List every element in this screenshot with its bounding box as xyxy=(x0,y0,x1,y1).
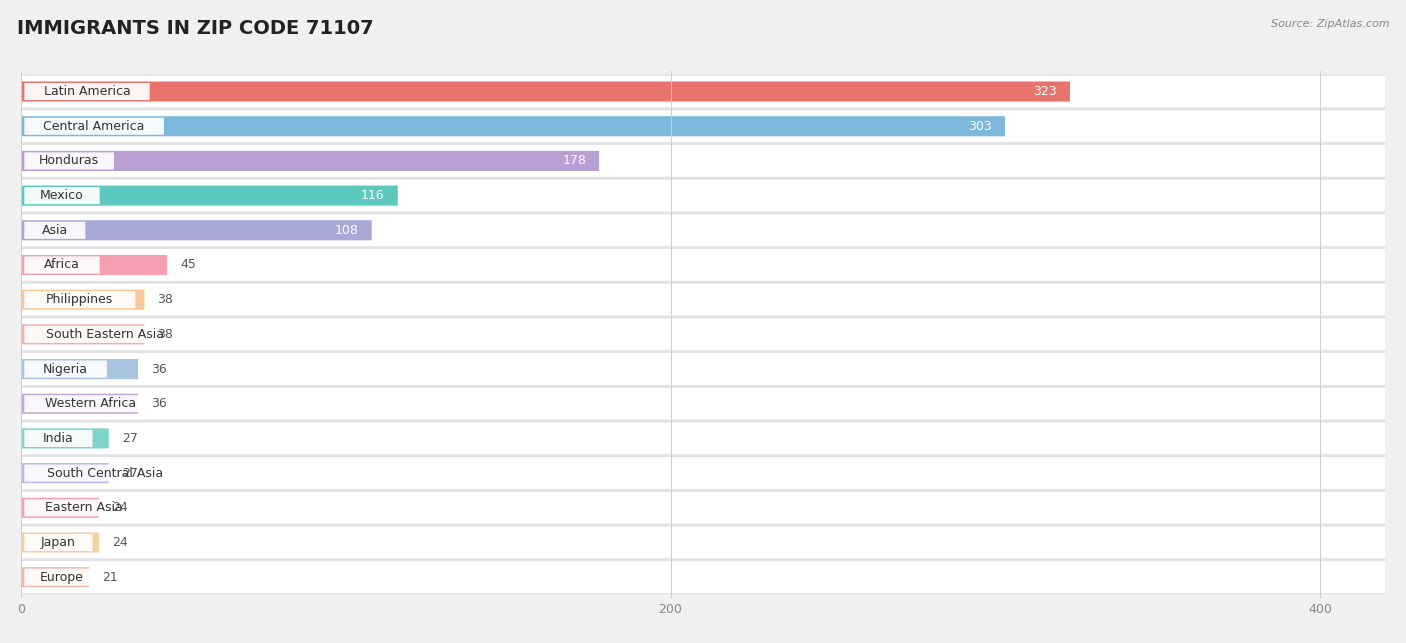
Text: 24: 24 xyxy=(112,502,128,514)
FancyBboxPatch shape xyxy=(21,289,145,310)
Text: 36: 36 xyxy=(150,397,167,410)
Text: 178: 178 xyxy=(562,154,586,167)
FancyBboxPatch shape xyxy=(21,532,98,552)
Text: 116: 116 xyxy=(361,189,385,202)
FancyBboxPatch shape xyxy=(24,464,186,482)
Text: Asia: Asia xyxy=(42,224,67,237)
FancyBboxPatch shape xyxy=(24,361,107,377)
FancyBboxPatch shape xyxy=(24,118,165,135)
Text: Source: ZipAtlas.com: Source: ZipAtlas.com xyxy=(1271,19,1389,30)
FancyBboxPatch shape xyxy=(21,221,371,240)
FancyBboxPatch shape xyxy=(14,491,1392,525)
Text: India: India xyxy=(44,432,73,445)
FancyBboxPatch shape xyxy=(14,422,1392,455)
FancyBboxPatch shape xyxy=(14,283,1392,316)
Text: Mexico: Mexico xyxy=(41,189,84,202)
FancyBboxPatch shape xyxy=(14,144,1392,177)
FancyBboxPatch shape xyxy=(24,291,135,308)
Text: Honduras: Honduras xyxy=(39,154,100,167)
Text: Western Africa: Western Africa xyxy=(45,397,136,410)
Text: Europe: Europe xyxy=(39,571,84,584)
Text: 38: 38 xyxy=(157,328,173,341)
FancyBboxPatch shape xyxy=(21,394,138,414)
FancyBboxPatch shape xyxy=(14,561,1392,594)
Text: 27: 27 xyxy=(122,432,138,445)
FancyBboxPatch shape xyxy=(21,186,398,206)
Text: Japan: Japan xyxy=(41,536,76,549)
Text: 36: 36 xyxy=(150,363,167,376)
Text: 108: 108 xyxy=(335,224,359,237)
FancyBboxPatch shape xyxy=(21,255,167,275)
Text: 303: 303 xyxy=(969,120,993,132)
Text: Eastern Asia: Eastern Asia xyxy=(45,502,122,514)
FancyBboxPatch shape xyxy=(24,326,186,343)
FancyBboxPatch shape xyxy=(24,395,157,412)
Text: Central America: Central America xyxy=(44,120,145,132)
FancyBboxPatch shape xyxy=(14,248,1392,282)
FancyBboxPatch shape xyxy=(21,498,98,518)
Text: 21: 21 xyxy=(103,571,118,584)
FancyBboxPatch shape xyxy=(21,116,1005,136)
Text: 38: 38 xyxy=(157,293,173,306)
FancyBboxPatch shape xyxy=(14,457,1392,490)
FancyBboxPatch shape xyxy=(14,75,1392,108)
FancyBboxPatch shape xyxy=(14,352,1392,386)
Text: Latin America: Latin America xyxy=(44,85,131,98)
FancyBboxPatch shape xyxy=(21,324,145,345)
Text: South Eastern Asia: South Eastern Asia xyxy=(46,328,165,341)
FancyBboxPatch shape xyxy=(24,430,93,447)
Text: 27: 27 xyxy=(122,467,138,480)
FancyBboxPatch shape xyxy=(21,359,138,379)
FancyBboxPatch shape xyxy=(14,387,1392,421)
FancyBboxPatch shape xyxy=(21,428,108,448)
FancyBboxPatch shape xyxy=(21,82,1070,102)
FancyBboxPatch shape xyxy=(14,318,1392,351)
FancyBboxPatch shape xyxy=(14,526,1392,559)
FancyBboxPatch shape xyxy=(24,568,100,586)
FancyBboxPatch shape xyxy=(24,499,142,516)
FancyBboxPatch shape xyxy=(24,152,114,170)
FancyBboxPatch shape xyxy=(21,463,108,483)
FancyBboxPatch shape xyxy=(14,109,1392,143)
FancyBboxPatch shape xyxy=(14,179,1392,212)
Text: Nigeria: Nigeria xyxy=(44,363,89,376)
FancyBboxPatch shape xyxy=(14,213,1392,247)
Text: Philippines: Philippines xyxy=(46,293,114,306)
Text: South Central Asia: South Central Asia xyxy=(46,467,163,480)
FancyBboxPatch shape xyxy=(24,222,86,239)
Text: IMMIGRANTS IN ZIP CODE 71107: IMMIGRANTS IN ZIP CODE 71107 xyxy=(17,19,374,39)
FancyBboxPatch shape xyxy=(21,151,599,171)
FancyBboxPatch shape xyxy=(24,187,100,204)
Text: 24: 24 xyxy=(112,536,128,549)
FancyBboxPatch shape xyxy=(21,567,90,587)
FancyBboxPatch shape xyxy=(24,534,93,551)
FancyBboxPatch shape xyxy=(24,83,149,100)
Text: 45: 45 xyxy=(180,258,195,271)
Text: Africa: Africa xyxy=(44,258,80,271)
Text: 323: 323 xyxy=(1033,85,1057,98)
FancyBboxPatch shape xyxy=(24,257,100,273)
